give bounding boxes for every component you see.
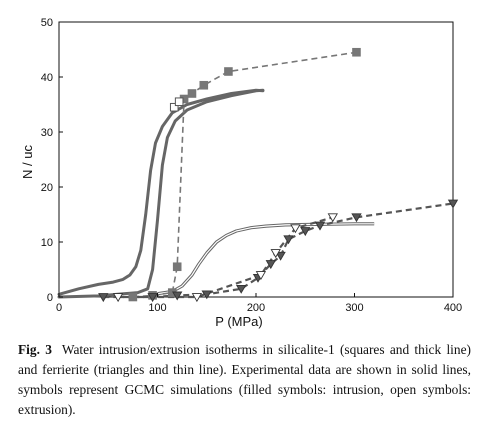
triangle-filled-marker (201, 290, 212, 300)
y-tick-label: 30 (41, 127, 53, 139)
triangle-open-marker (327, 213, 338, 223)
square-filled-marker (128, 292, 138, 302)
square-filled-marker (187, 89, 197, 98)
triangle-open-marker (270, 249, 281, 259)
y-tick-label: 10 (41, 237, 53, 249)
triangle-filled-marker (172, 291, 183, 301)
y-tick-label: 50 (41, 17, 53, 29)
figure-label: Fig. 3 (18, 342, 52, 357)
square-filled-marker (352, 47, 361, 57)
triangle-filled-marker (447, 199, 459, 209)
triangle-open-marker (191, 293, 203, 303)
triangle-open-marker (112, 293, 124, 303)
silicalite-experimental-line (57, 88, 265, 299)
x-tick-label: 400 (444, 302, 462, 314)
triangle-filled-marker (351, 213, 362, 223)
silicalite-experimental-line (57, 88, 265, 296)
triangle-filled-marker (300, 227, 311, 237)
figure-caption: Fig. 3 Water intrusion/extrusion isotherm… (18, 340, 471, 420)
x-axis-label: P (MPa) (215, 314, 262, 329)
square-open-marker (174, 97, 184, 107)
y-tick-label: 20 (41, 182, 53, 194)
triangle-filled-marker (314, 221, 326, 231)
triangle-filled-marker (98, 293, 109, 303)
square-filled-marker (172, 262, 182, 272)
isotherm-chart: 0 100 200 300 400 0 10 20 30 40 50 P (MPa) N / uc (20, 17, 462, 329)
triangle-open-marker (255, 271, 267, 281)
figure-caption-text: Water intrusion/extrusion isotherms in s… (18, 342, 471, 417)
ferrierite-experimental-line (157, 222, 375, 296)
plot-frame (58, 21, 454, 298)
silicalite-simulation-line (132, 51, 357, 298)
ferrierite-experimental-line-inner (157, 223, 375, 295)
y-axis-label: N / uc (20, 145, 35, 179)
x-tick-label: 100 (148, 302, 166, 314)
y-tick-label: 40 (41, 72, 53, 84)
triangle-open-marker (290, 224, 301, 234)
triangle-filled-marker (275, 251, 286, 261)
triangle-filled-marker (147, 293, 158, 303)
ferrierite-simulation-line (118, 216, 334, 299)
x-tick-label: 200 (247, 302, 265, 314)
triangle-filled-marker (265, 260, 276, 270)
y-tick-label: 0 (47, 292, 53, 304)
x-tick-label: 0 (56, 302, 62, 314)
triangle-filled-marker (283, 235, 294, 245)
triangle-filled-marker (236, 284, 247, 294)
chart-canvas: 0 100 200 300 400 0 10 20 30 40 50 P (MPa) N / uc (20, 17, 462, 329)
square-filled-marker (224, 67, 233, 76)
square-filled-marker (199, 80, 209, 90)
square-open-marker (169, 102, 179, 112)
x-tick-label: 300 (345, 302, 363, 314)
